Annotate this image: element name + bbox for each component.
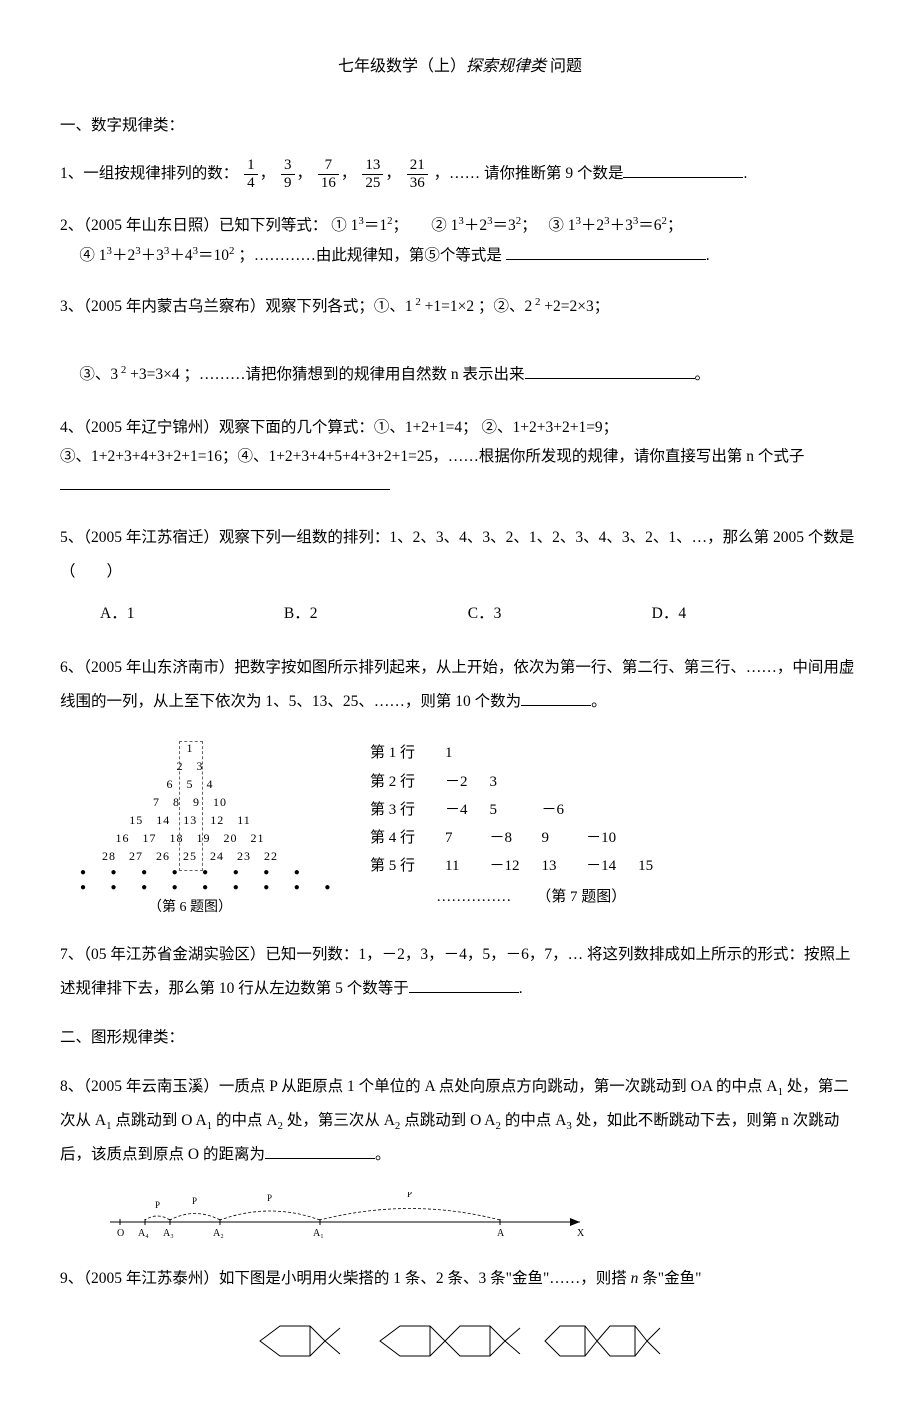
q1-prefix: 1、一组按规律排列的数： [60,165,238,182]
q1-frac-0: 14 [244,158,258,191]
question-7: 7、（05 年江苏省金湖实验区）已知一列数：1，－2，3，－4，5，－6，7，…… [60,938,860,1006]
svg-text:A: A [497,1228,505,1239]
q1-blank [623,162,743,179]
page-title: 七年级数学（上）探索规律类 问题 [60,55,860,79]
question-2: 2、（2005 年山东日照）已知下列等式： ① 13＝12； ② 13＋23＝3… [60,211,860,270]
question-1: 1、一组按规律排列的数： 14， 39， 716， 1325， 2136 ，……… [60,157,860,191]
fig8-svg: O A₄ A₃ A₂ A₁ A X P P P P [100,1192,600,1242]
fig6-dashed-box [179,741,203,871]
q5-choices: A．1 B．2 C．3 D．4 [100,597,860,631]
fig7-caption: …………… （第 7 题图） [370,884,675,910]
q6-blank [521,690,591,707]
q3-blank [525,363,695,380]
svg-text:A₂: A₂ [213,1228,224,1239]
svg-text:X: X [577,1228,585,1239]
svg-text:P: P [192,1196,197,1206]
q1-frac-2: 716 [318,158,339,191]
section-1-header: 一、数字规律类： [60,114,860,137]
svg-text:P: P [407,1192,412,1199]
q1-frac-4: 2136 [407,158,428,191]
section-2-header: 二、图形规律类： [60,1026,860,1049]
q1-after: ，…… 请你推断第 9 个数是 [434,165,624,182]
q5-choice-c: C．3 [468,597,648,631]
fig9-svg [250,1316,670,1366]
fig7-table: 第 1 行1 第 2 行－23 第 3 行－45－6 第 4 行7－89－10 … [370,739,675,880]
q4-blank [60,474,390,491]
svg-text:A₃: A₃ [163,1228,174,1239]
figure-8: O A₄ A₃ A₂ A₁ A X P P P P [100,1192,860,1242]
q1-frac-3: 1325 [362,158,383,191]
figure-9 [60,1316,860,1373]
q1-frac-1: 39 [281,158,295,191]
figures-row: 1 2 3 6 5 4 7 8 9 10 15 14 13 12 11 16 1… [60,739,860,918]
figure-7: 第 1 行1 第 2 行－23 第 3 行－45－6 第 4 行7－89－10 … [370,739,675,910]
question-5: 5、（2005 年江苏宿迁）观察下列一组数的排列：1、2、3、4、3、2、1、2… [60,521,860,631]
question-6: 6、（2005 年山东济南市）把数字按如图所示排列起来，从上开始，依次为第一行、… [60,651,860,719]
svg-text:A₁: A₁ [313,1228,324,1239]
fig6-caption: （第 6 题图） [80,897,300,918]
q2-blank [506,243,706,260]
q8-blank [265,1142,375,1159]
question-8: 8、（2005 年云南玉溪）一质点 P 从距原点 1 个单位的 A 点处向原点方… [60,1070,860,1172]
q5-choice-d: D．4 [652,597,832,631]
svg-text:P: P [267,1193,272,1203]
title-suffix: 问题 [546,58,582,75]
svg-text:P: P [155,1200,160,1210]
title-prefix: 七年级数学（上） [338,58,466,75]
svg-text:O: O [117,1228,124,1239]
figure-6: 1 2 3 6 5 4 7 8 9 10 15 14 13 12 11 16 1… [80,739,300,918]
question-3: 3、（2005 年内蒙古乌兰察布）观察下列各式；①、1 2 +1=1×2 ；②、… [60,290,860,392]
q5-choice-b: B．2 [284,597,464,631]
title-italic: 探索规律类 [466,58,546,75]
q5-choice-a: A．1 [100,597,280,631]
question-9: 9、（2005 年江苏泰州）如下图是小明用火柴搭的 1 条、2 条、3 条"金鱼… [60,1262,860,1296]
svg-text:A₄: A₄ [138,1228,149,1239]
q7-blank [409,977,519,994]
question-4: 4、（2005 年辽宁锦州）观察下面的几个算式：①、1+2+1=4； ②、1+2… [60,413,860,501]
